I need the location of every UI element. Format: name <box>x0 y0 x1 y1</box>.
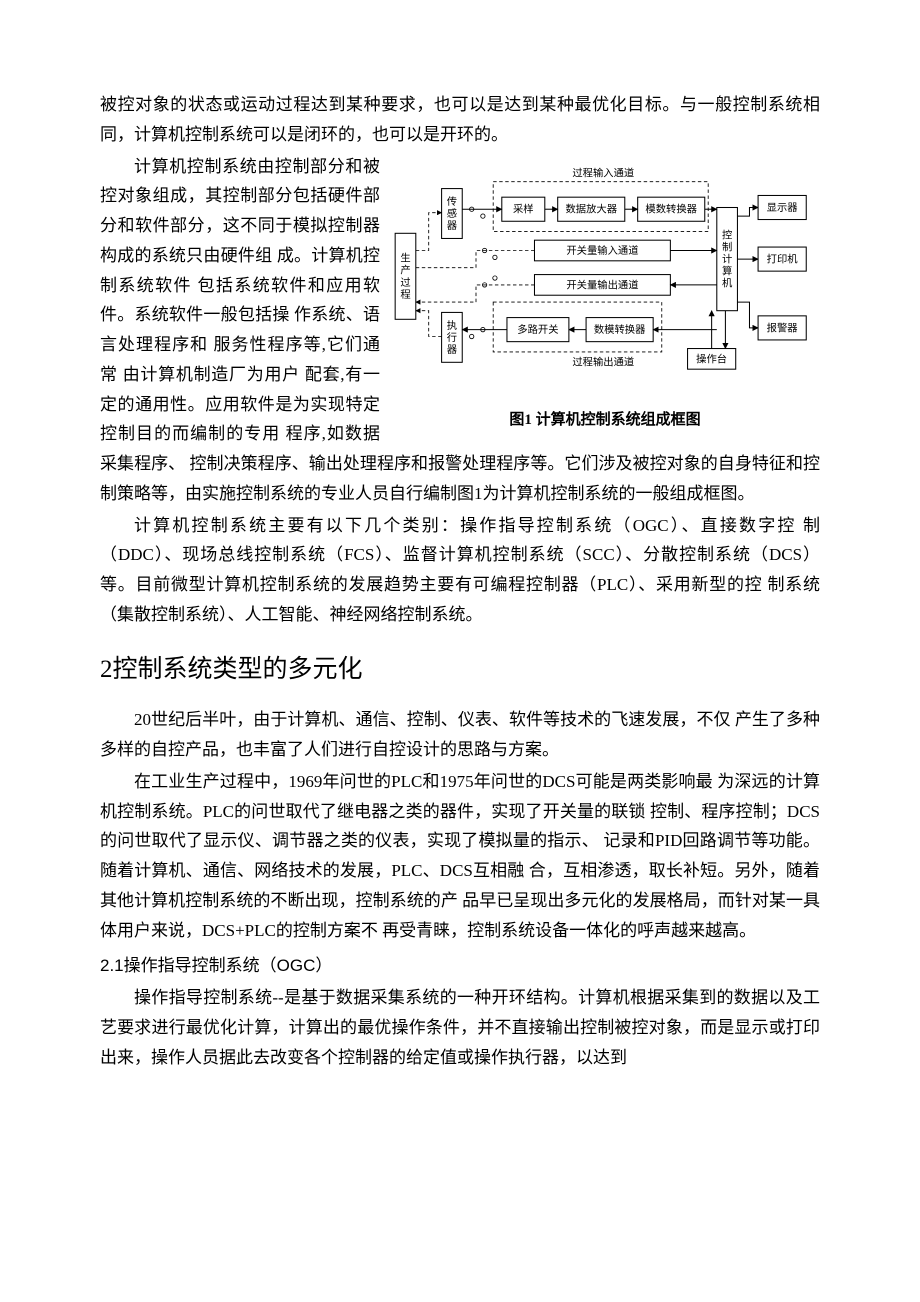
svg-text:制: 制 <box>722 240 732 253</box>
svg-text:多路开关: 多路开关 <box>517 323 558 336</box>
svg-text:过: 过 <box>400 275 410 288</box>
svg-text:算: 算 <box>722 264 732 277</box>
svg-text:数模转换器: 数模转换器 <box>594 323 646 336</box>
label-out_channel: 过程输出通道 <box>572 355 634 368</box>
paragraph-1: 被控对象的状态或运动过程达到某种要求，也可以是达到某种最优化目标。与一般控制系统… <box>100 90 820 150</box>
svg-text:操作台: 操作台 <box>696 352 727 365</box>
svg-text:行: 行 <box>447 330 457 343</box>
svg-text:传: 传 <box>447 195 457 207</box>
paragraph-5: 在工业生产过程中，1969年问世的PLC和1975年问世的DCS可能是两类影响最… <box>100 767 820 946</box>
svg-text:机: 机 <box>722 276 733 289</box>
svg-text:器: 器 <box>447 343 458 355</box>
svg-text:生: 生 <box>400 251 410 264</box>
paragraph-3: 计算机控制系统主要有以下几个类别：操作指导控制系统（OGC）、直接数字控 制（D… <box>100 511 820 630</box>
svg-text:计: 计 <box>722 252 732 265</box>
system-diagram: 生产过程传感器执行器采样数据放大器模数转换器开关量输入通道开关量输出通道多路开关… <box>390 152 820 392</box>
figure-1: 生产过程传感器执行器采样数据放大器模数转换器开关量输入通道开关量输出通道多路开关… <box>390 152 820 434</box>
paragraph-6: 操作指导控制系统--是基于数据采集系统的一种开环结构。计算机根据采集到的数据以及… <box>100 983 820 1072</box>
figure-caption: 图1 计算机控制系统组成框图 <box>390 407 820 433</box>
svg-text:报警器: 报警器 <box>767 321 799 334</box>
svg-text:控: 控 <box>722 228 732 241</box>
svg-text:器: 器 <box>447 220 458 232</box>
paragraph-4: 20世纪后半叶，由于计算机、通信、控制、仪表、软件等技术的飞速发展，不仅 产生了… <box>100 705 820 765</box>
svg-text:开关量输出通道: 开关量输出通道 <box>566 278 638 291</box>
svg-text:采样: 采样 <box>513 202 534 215</box>
section-heading-2: 2控制系统类型的多元化 <box>100 648 820 692</box>
subsection-heading-2-1: 2.1操作指导控制系统（OGC） <box>100 951 820 981</box>
svg-text:打印机: 打印机 <box>767 252 799 265</box>
svg-text:开关量输入通道: 开关量输入通道 <box>566 243 638 256</box>
svg-text:数据放大器: 数据放大器 <box>565 202 617 215</box>
svg-text:产: 产 <box>400 263 410 276</box>
svg-text:程: 程 <box>400 288 410 300</box>
svg-text:感: 感 <box>447 206 457 219</box>
svg-text:显示器: 显示器 <box>767 201 799 213</box>
label-in_channel: 过程输入通道 <box>572 166 634 179</box>
svg-text:模数转换器: 模数转换器 <box>645 202 697 215</box>
svg-text:执: 执 <box>447 318 457 331</box>
